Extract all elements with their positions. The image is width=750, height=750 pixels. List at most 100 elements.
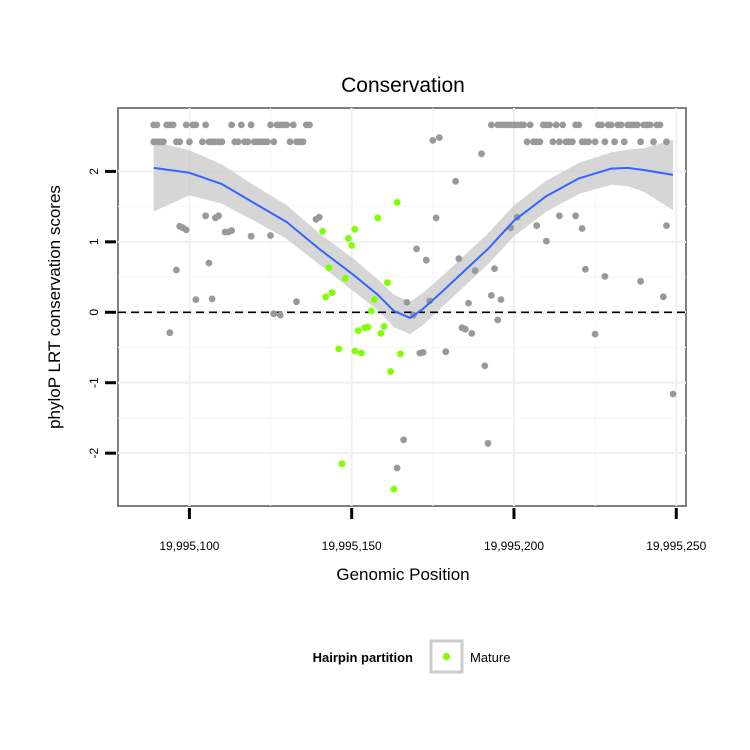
point-other-83 [465, 299, 472, 307]
point-other-85 [471, 267, 479, 275]
point-other-135 [575, 121, 583, 129]
point-other-79 [452, 177, 459, 185]
point-other-147 [617, 121, 625, 129]
point-other-25 [237, 121, 245, 129]
point-other-15 [199, 138, 206, 146]
smooth-line [153, 166, 674, 319]
y-axis: -2 -1 0 1 2 [87, 168, 116, 459]
point-other-61 [247, 232, 255, 240]
point-mature-17 [374, 214, 382, 222]
point-other-126 [546, 121, 554, 129]
x-axis-label: Genomic Position [336, 565, 469, 584]
point-mature-12 [358, 349, 365, 357]
x-tick-label-1: 19,995,150 [322, 539, 382, 553]
point-other-144 [607, 121, 615, 129]
point-other-160 [663, 138, 670, 146]
point-other-55 [208, 295, 216, 303]
y-tick-label-3: 1 [87, 238, 101, 245]
point-other-119 [523, 138, 531, 146]
point-other-40 [286, 138, 294, 146]
point-other-47 [166, 329, 174, 337]
point-other-130 [559, 121, 567, 129]
point-other-11 [182, 121, 190, 129]
point-other-142 [601, 138, 609, 146]
point-other-8 [169, 121, 177, 129]
point-other-27 [244, 138, 252, 146]
point-other-153 [637, 138, 644, 146]
point-other-21 [218, 138, 226, 146]
point-other-64 [276, 311, 284, 319]
y-axis-label: phyloP LRT conservation scores [45, 185, 64, 429]
legend: Hairpin partition Mature [313, 639, 510, 674]
point-other-127 [549, 138, 557, 146]
point-other-57 [215, 212, 223, 220]
point-other-118 [520, 121, 528, 129]
point-other-10 [176, 138, 184, 146]
point-other-141 [598, 121, 605, 129]
point-other-65 [293, 298, 300, 306]
point-mature-15 [367, 307, 375, 315]
point-other-41 [289, 121, 297, 129]
point-other-103 [637, 277, 644, 285]
point-other-139 [591, 138, 599, 146]
x-tick-label-2: 19,995,200 [484, 539, 544, 553]
confidence-band-area [153, 139, 673, 335]
point-mature-21 [387, 368, 394, 375]
point-mature-19 [380, 323, 388, 330]
point-other-34 [267, 121, 274, 129]
point-mature-20 [384, 279, 391, 287]
x-tick-label-0: 19,995,100 [159, 539, 219, 553]
point-other-14 [192, 121, 200, 129]
point-other-120 [526, 121, 534, 129]
y-tick-label-0: -2 [87, 448, 101, 459]
point-other-101 [591, 330, 599, 338]
point-other-108 [400, 436, 407, 444]
point-other-105 [663, 222, 670, 230]
point-other-157 [650, 138, 657, 146]
point-other-44 [299, 138, 307, 146]
point-mature-3 [328, 289, 336, 296]
point-other-99 [578, 225, 586, 232]
point-other-133 [569, 138, 576, 146]
point-mature-23 [393, 199, 401, 206]
point-other-156 [646, 121, 654, 129]
point-other-12 [186, 138, 193, 146]
point-mature-8 [348, 242, 356, 249]
point-mature-2 [325, 264, 333, 272]
point-other-104 [659, 293, 667, 301]
point-mature-0 [319, 227, 326, 235]
point-other-148 [620, 138, 628, 146]
point-other-152 [633, 121, 641, 129]
point-other-138 [585, 138, 592, 146]
point-other-39 [283, 121, 291, 129]
point-other-24 [234, 138, 242, 146]
point-mature-16 [371, 296, 378, 303]
point-other-128 [552, 121, 560, 129]
point-other-75 [429, 137, 437, 144]
point-other-2 [153, 121, 161, 129]
point-other-106 [669, 390, 677, 398]
point-other-67 [315, 213, 323, 221]
point-mature-6 [341, 275, 349, 282]
point-other-145 [611, 138, 618, 146]
x-tick-label-3: 19,995,250 [646, 539, 706, 553]
point-other-102 [601, 273, 609, 280]
point-other-107 [393, 464, 401, 472]
point-mature-24 [397, 350, 404, 358]
point-other-89 [487, 292, 495, 299]
y-tick-label-1: -1 [87, 377, 101, 388]
y-tick-label-2: 0 [87, 309, 101, 316]
point-other-96 [543, 237, 550, 245]
legend-title: Hairpin partition [313, 650, 413, 665]
point-other-95 [533, 222, 541, 230]
point-other-51 [182, 226, 190, 234]
point-other-22 [228, 121, 236, 129]
point-other-90 [491, 265, 498, 272]
point-mature-18 [377, 330, 385, 337]
point-other-5 [160, 138, 167, 146]
point-other-123 [536, 138, 544, 146]
point-other-16 [202, 121, 210, 129]
point-other-63 [270, 310, 278, 318]
smooth-curve [153, 166, 674, 319]
